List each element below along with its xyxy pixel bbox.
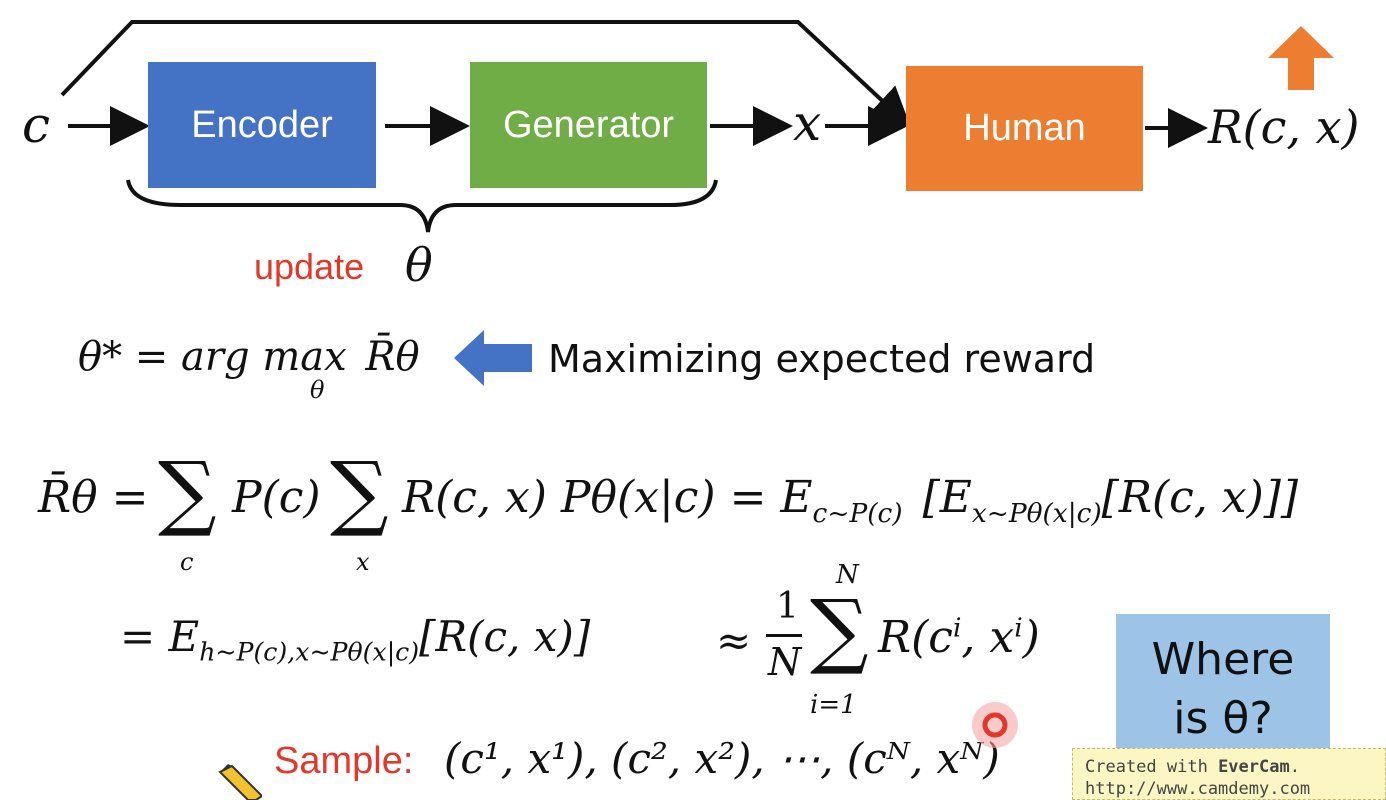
expectation-lhs: R̄θ =: [38, 472, 149, 523]
frac-bar: [766, 634, 802, 637]
frac-num: 1: [776, 586, 799, 627]
output-x-label: x: [793, 94, 822, 152]
objective-rhs: R̄θ: [365, 334, 420, 380]
term2-sub: c~P(c): [812, 497, 903, 529]
pencil-icon: [218, 764, 262, 800]
input-c-label: c: [22, 96, 51, 154]
objective-note: Maximizing expected reward: [548, 337, 1096, 381]
approx-symbol: ≈: [716, 616, 752, 665]
sum-top: N: [836, 560, 859, 590]
watermark-box: Created with EverCam. http://www.camdemy…: [1072, 748, 1386, 800]
approx-eq: = E: [120, 612, 200, 661]
sample-label: Sample:: [274, 740, 414, 782]
approx-sub: h~P(c),x~Pθ(x|c): [199, 637, 420, 667]
watermark-line-1: Created with EverCam.: [1085, 757, 1385, 777]
term3-sub: x~Pθ(x|c): [971, 497, 1102, 529]
sum-bottom: i=1: [810, 690, 857, 720]
update-brace: [126, 179, 718, 233]
question-line-1: Where: [1151, 633, 1295, 685]
cursor-record-icon: [972, 702, 1018, 748]
approx-rest: [R(c, x)]: [419, 612, 591, 661]
sum-x-symbol: ∑: [330, 445, 389, 540]
term2-text: R(c, x) Pθ(x|c) = E: [402, 472, 813, 523]
objective-formula: θ* = arg max R̄θ: [78, 334, 420, 380]
frac-den: N: [768, 640, 802, 684]
sum-x-sub: x: [356, 548, 370, 576]
objective-lhs: θ* = arg max: [78, 334, 347, 380]
update-theta: θ: [405, 238, 433, 292]
flow-diagram-lines: [60, 20, 1208, 233]
watermark-suffix: .: [1289, 757, 1300, 777]
objective-sub: θ: [310, 376, 325, 404]
update-label: update: [254, 246, 365, 287]
term-sup-2: i: [1014, 612, 1023, 644]
term-sup-1: i: [952, 612, 962, 644]
term3-open: [E: [922, 472, 972, 523]
term-pc: P(c): [232, 472, 321, 523]
expectation-middle: R(c, x) Pθ(x|c) = Ec~P(c) [Ex~Pθ(x|c)[R(…: [402, 472, 1298, 529]
term-mid: , x: [961, 612, 1015, 663]
human-box: Human: [906, 66, 1143, 191]
question-line-2: is θ?: [1173, 693, 1273, 744]
watermark-prefix: Created with: [1085, 757, 1219, 777]
sum-c-sub: c: [180, 548, 194, 576]
bypass-arrow: [60, 20, 911, 128]
approx-line: = Eh~P(c),x~Pθ(x|c)[R(c, x)]: [120, 612, 590, 666]
left-arrow-icon: [454, 330, 532, 386]
question-box: Where is θ?: [1116, 614, 1330, 764]
term-close: ): [1022, 612, 1040, 663]
sum-i-symbol: ∑: [810, 583, 869, 678]
sample-sequence: (c¹, x¹), (c², x²), ⋯, (cᴺ, xᴺ): [444, 734, 1000, 783]
reward-label: R(c, x): [1208, 100, 1360, 154]
approx-term: R(ci, xi): [878, 612, 1040, 663]
term3-close: [R(c, x)]]: [1101, 472, 1299, 523]
up-arrow-icon: [1268, 26, 1334, 90]
generator-box: Generator: [470, 62, 707, 188]
term-r-c: R(c: [878, 612, 953, 663]
watermark-brand: EverCam: [1218, 757, 1290, 777]
encoder-box: Encoder: [148, 62, 376, 188]
watermark-line-2[interactable]: http://www.camdemy.com: [1085, 779, 1311, 799]
sum-c-symbol: ∑: [158, 445, 217, 540]
